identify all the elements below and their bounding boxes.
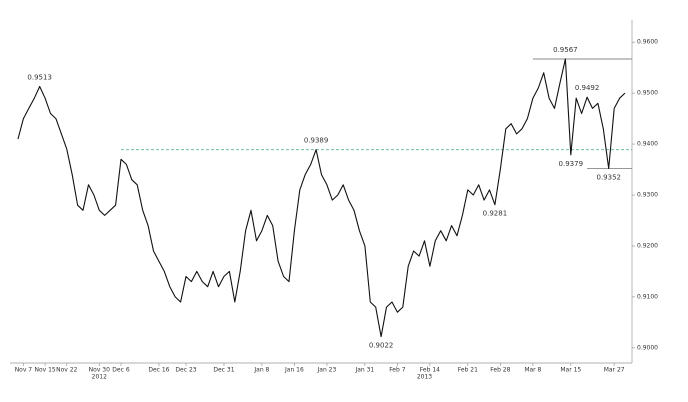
x-tick-label: Nov 7 xyxy=(15,367,33,374)
value-label: 0.9281 xyxy=(483,210,508,218)
value-label: 0.9567 xyxy=(553,46,578,54)
x-tick-label: Feb 28 xyxy=(490,367,510,374)
x-tick-label: Dec 6 xyxy=(112,367,130,374)
value-label: 0.9389 xyxy=(304,137,329,145)
x-tick-label: Jan 31 xyxy=(354,367,374,374)
year-label: 2012 xyxy=(92,374,107,381)
x-tick-label: Jan 16 xyxy=(284,367,304,374)
x-tick-label: Feb 21 xyxy=(458,367,478,374)
y-tick-label: 0.9400 xyxy=(637,141,658,148)
y-tick-label: 0.9100 xyxy=(637,293,658,300)
value-label: 0.9022 xyxy=(369,342,394,350)
value-label: 0.9513 xyxy=(27,74,52,82)
x-tick-label: Mar 8 xyxy=(524,367,541,374)
x-tick-label: Nov 22 xyxy=(56,367,77,374)
x-tick-label: Dec 16 xyxy=(148,367,169,374)
year-label: 2013 xyxy=(417,374,432,381)
x-tick-label: Feb 7 xyxy=(389,367,406,374)
x-tick-label: Mar 15 xyxy=(560,367,581,374)
x-tick-label: Nov 15 xyxy=(34,367,55,374)
x-tick-label: Jan 23 xyxy=(317,367,337,374)
y-tick-label: 0.9200 xyxy=(637,242,658,249)
y-tick-label: 0.9000 xyxy=(637,344,658,351)
value-label: 0.9379 xyxy=(559,160,584,168)
x-tick-label: Dec 23 xyxy=(175,367,196,374)
x-tick-label: Jan 8 xyxy=(253,367,269,374)
value-label: 0.9352 xyxy=(596,174,621,182)
y-tick-label: 0.9600 xyxy=(637,39,658,46)
y-tick-label: 0.9300 xyxy=(637,192,658,199)
value-label: 0.9492 xyxy=(575,84,600,92)
y-tick-label: 0.9500 xyxy=(637,90,658,97)
x-tick-label: Mar 27 xyxy=(604,367,625,374)
x-tick-label: Nov 30 xyxy=(89,367,110,374)
x-tick-label: Feb 14 xyxy=(420,367,440,374)
price-line xyxy=(17,58,626,338)
x-tick-label: Dec 31 xyxy=(213,367,234,374)
